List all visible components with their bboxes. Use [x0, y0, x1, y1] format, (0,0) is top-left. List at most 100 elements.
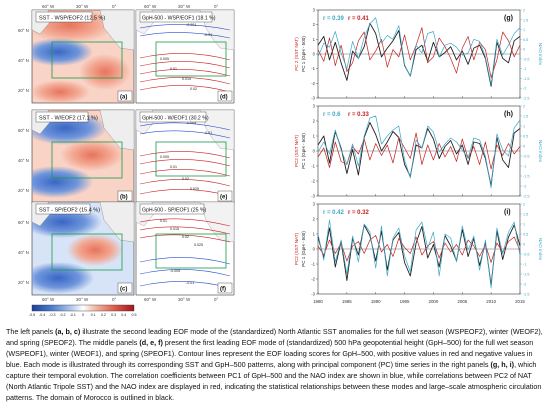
panel-letter: (d): [220, 95, 228, 101]
contour-label: -0.001: [186, 23, 196, 27]
r-blue-label: r = 0.42: [323, 210, 345, 216]
colorbar-tick: -0.3: [49, 313, 55, 317]
lat-label: 40° N: [18, 250, 29, 255]
panel-letter: (b): [120, 195, 128, 201]
y-axis-title-sst: PC2 (SST NAT): [294, 232, 299, 265]
lat-label: 60° N: [18, 28, 29, 33]
lat-label: 60° N: [18, 220, 29, 225]
y2-tick-label: -0.5: [523, 253, 530, 257]
lon-label: 30° W: [76, 297, 89, 302]
gph-lon-bottom: 60° W 30° W 0°: [144, 297, 219, 302]
y2-tick-label: -2: [523, 185, 526, 189]
y-axis-title-nao: NAO index: [538, 43, 543, 66]
x-tick-label: 1990: [371, 299, 381, 304]
contour-label: 0.025: [194, 243, 203, 247]
lon-label: 30° W: [76, 4, 89, 9]
x-tick-label: 1995: [400, 299, 410, 304]
contour-label: 0.025: [190, 187, 199, 191]
panel-letter: (f): [220, 287, 226, 293]
y2-tick-label: -1.5: [523, 273, 530, 277]
series-line: [317, 17, 521, 85]
y2-tick-label: -1.5: [523, 175, 530, 179]
lon-label: 30° W: [178, 297, 191, 302]
gph-panel-d: -0.001 0.005 0.01 0.015 0.02 -0.01 GpH-5…: [135, 9, 235, 104]
sst-panel-title: SST - SP/EOF2 (15.4 %): [39, 208, 100, 214]
caption-bold: (a, b, c): [55, 327, 81, 336]
y2-tick-label: 1: [523, 223, 525, 227]
y-tick-label: 2: [313, 119, 316, 124]
lat-label: 60° N: [18, 128, 29, 133]
timeseries-x-axis: 1980 1985 1990 1995 2000 2005 2010 2015: [313, 299, 525, 304]
x-tick-label: 1980: [313, 299, 323, 304]
y2-tick-label: -1: [523, 67, 526, 71]
lat-label: 40° N: [18, 58, 29, 63]
y-tick-label: -1: [311, 66, 315, 71]
lat-label: 20° N: [18, 88, 29, 93]
lon-label: 0°: [214, 4, 219, 9]
y2-tick-label: 1.5: [523, 18, 528, 22]
y-tick-label: 3: [313, 104, 316, 109]
panel-letter: (i): [504, 209, 511, 216]
y-tick-label: 1: [313, 232, 316, 237]
series-line: [317, 115, 521, 189]
y-axis-title-pc: PC 1 (GpH - 500): [301, 133, 306, 169]
x-tick-label: 1985: [342, 299, 352, 304]
figure: SST - WSP/EOF2 (12.5 %) (a) SST - W/EOF2…: [18, 4, 543, 317]
y-axis-title-pc: PC 1 (GpH - 500): [301, 36, 306, 72]
colorbar-tick: 0.5: [132, 313, 137, 317]
gph-panel-title: GpH-500 - SP/EOF1 (25 %): [142, 208, 207, 214]
sst-panel-b: SST - W/EOF2 (17.1 %) (b): [31, 109, 135, 204]
colorbar-tick: 0.3: [111, 313, 116, 317]
caption-text: present the first leading EOF mode of (s…: [6, 338, 534, 369]
contour-label: -0.004: [186, 121, 196, 125]
sst-lon-top: 60° W 30° W 0°: [42, 4, 117, 9]
sst-panel-a: SST - WSP/EOF2 (12.5 %) (a): [31, 9, 135, 104]
y2-tick-label: 1.5: [523, 213, 528, 217]
gph-panel-title: GpH-500 - WSP/EOF1 (18.1 %): [142, 16, 216, 22]
y2-tick-label: -2.5: [523, 293, 530, 297]
figure-caption: The left panels (a, b, c) illustrate the…: [6, 326, 543, 403]
caption-text: The left panels: [6, 327, 54, 336]
contour-label: 0.02: [182, 177, 189, 181]
x-tick-label: 2005: [457, 299, 467, 304]
colorbar-tick: 0.1: [91, 313, 96, 317]
caption-bold: (d, e, f): [139, 338, 163, 347]
y2-tick-label: 0.5: [523, 38, 528, 42]
sst-panel-title: SST - W/EOF2 (17.1 %): [39, 116, 98, 122]
colorbar-tick: -0.1: [70, 313, 76, 317]
y-axis-title-nao: NAO index: [538, 238, 543, 261]
gph-panel-f: 0.01 0.015 0.02 0.025 -0.005 -0.01 GpH-5…: [135, 201, 235, 296]
y2-tick-label: 0.5: [523, 233, 528, 237]
y-axis-title-nao: NAO index: [538, 140, 543, 163]
y2-tick-label: 0: [523, 243, 525, 247]
y-axis-title-sst: PC 2 (SST NAT): [294, 37, 299, 71]
timeseries-panel-g: 3 2 1 0 -1 -2 -3 2 1.5 1 0.5 0 -0.5 -1 -1.5 -2 -2.5 PC 2 …: [294, 8, 543, 101]
y2-tick-label: 0.5: [523, 135, 528, 139]
y-axis-title-sst: PC2 (SST NAT): [294, 134, 299, 167]
r-red-label: r = 0.32: [348, 210, 370, 216]
y2-tick-label: 0: [523, 145, 525, 149]
caption-bold: (g, h, i): [490, 360, 515, 369]
y-tick-label: -3: [311, 96, 315, 101]
y-tick-label: -2: [311, 81, 315, 86]
series-line: [317, 122, 521, 186]
y-tick-label: 1: [313, 37, 316, 42]
gph-panel-title: GpH-500 - W/EOF1 (30.2 %): [142, 116, 209, 122]
lat-label: 20° N: [18, 280, 29, 285]
colorbar-tick: -0.2: [59, 313, 65, 317]
contour-label: -0.005: [170, 269, 180, 273]
colorbar-tick: -0.5: [29, 313, 35, 317]
contour-label: 0.02: [182, 235, 189, 239]
y2-tick-label: -1: [523, 263, 526, 267]
y2-tick-label: 0: [523, 48, 525, 52]
sst-panel-c: SST - SP/EOF2 (15.4 %) (c): [31, 201, 135, 296]
contour-label: 0.01: [170, 165, 177, 169]
r-blue-label: r = 0.6: [323, 112, 341, 118]
lon-label: 0°: [214, 297, 219, 302]
panel-letter: (e): [220, 195, 227, 201]
y-tick-label: 1: [313, 134, 316, 139]
panel-letter: (h): [504, 111, 513, 118]
lon-label: 30° W: [178, 4, 191, 9]
gph-panel-e: -0.004 0.005 0.01 0.02 0.025 -0.01 GpH-5…: [135, 109, 235, 204]
contour-label: 0.01: [170, 67, 177, 71]
